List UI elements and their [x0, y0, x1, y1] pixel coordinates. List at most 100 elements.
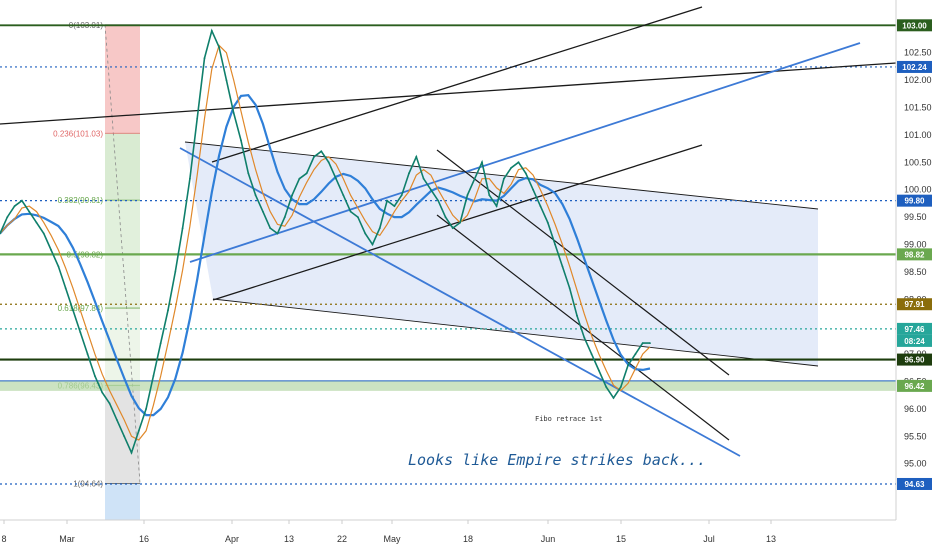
trend-line-0 — [0, 62, 897, 125]
price-point-76 — [554, 243, 556, 246]
price-point-14 — [101, 391, 104, 394]
price-point-59 — [430, 188, 432, 191]
price-point-5 — [35, 221, 38, 224]
price-point-9 — [64, 287, 67, 290]
price-point-25 — [181, 227, 184, 230]
moving-average-slow — [0, 94, 651, 417]
price-tag-3: 98.82 — [904, 250, 925, 259]
trend-line-1 — [211, 6, 703, 163]
price-point-64 — [466, 194, 469, 197]
price-tag-bg-6 — [897, 353, 932, 366]
price-point-32 — [232, 112, 235, 114]
fib-label-6: 1(94.64) — [73, 479, 103, 488]
price-point-87 — [634, 353, 637, 355]
y-tick-label-10: 100.00 — [904, 185, 932, 195]
price-point-16 — [116, 419, 118, 421]
price-point-46 — [335, 177, 337, 180]
x-tick-label-4: 13 — [284, 534, 294, 544]
trend-line-6 — [436, 214, 730, 441]
price-point-67 — [488, 194, 491, 197]
price-point-33 — [240, 139, 242, 142]
price-point-26 — [189, 177, 191, 180]
price-point-71 — [517, 161, 520, 164]
price-point-55 — [400, 194, 403, 197]
price-point-54 — [393, 205, 396, 208]
price-point-37 — [269, 227, 272, 230]
price-point-70 — [510, 166, 513, 169]
price-point-53 — [386, 199, 388, 202]
channel-top-line — [184, 141, 819, 210]
fib-label-1: 0.236(101.03) — [53, 129, 103, 138]
price-point-39 — [283, 216, 286, 219]
price-point-57 — [415, 155, 418, 158]
price-point-1 — [6, 216, 9, 219]
time-tag: 08:24 — [904, 337, 925, 346]
price-point-56 — [408, 172, 410, 175]
price-point-69 — [503, 177, 505, 180]
price-point-74 — [539, 205, 542, 208]
x-tick-label-2: 16 — [139, 534, 149, 544]
price-tag-bg-3 — [897, 248, 932, 261]
price-tag-bg-5 — [897, 322, 932, 335]
y-tick-label-13: 101.50 — [904, 103, 932, 113]
annotation-fibo: Fibo retrace 1st — [535, 415, 602, 423]
price-point-61 — [444, 216, 447, 219]
price-point-4 — [28, 210, 31, 213]
price-tag-7: 96.42 — [904, 382, 925, 391]
y-tick-label-2: 96.00 — [904, 404, 927, 414]
price-tag-1: 102.24 — [902, 63, 927, 72]
price-point-63 — [459, 221, 461, 224]
price-point-13 — [94, 375, 96, 377]
y-tick-label-1: 95.50 — [904, 431, 927, 441]
price-tag-bg-4 — [897, 298, 932, 311]
price-point-21 — [152, 375, 155, 377]
price-point-3 — [21, 199, 23, 202]
price-point-19 — [137, 429, 140, 432]
price-point-30 — [218, 46, 221, 49]
price-point-58 — [422, 177, 425, 180]
price-point-11 — [79, 331, 82, 334]
price-point-41 — [298, 177, 301, 180]
price-point-34 — [247, 172, 250, 175]
price-point-72 — [524, 172, 527, 175]
price-tag-bg-7 — [897, 379, 932, 392]
time-tag-bg — [897, 334, 932, 347]
price-point-27 — [196, 117, 199, 120]
price-point-24 — [174, 271, 177, 273]
price-point-65 — [473, 177, 476, 180]
x-tick-label-5: 22 — [337, 534, 347, 544]
price-point-43 — [313, 155, 315, 158]
price-point-31 — [225, 79, 228, 81]
y-tick-label-8: 99.00 — [904, 240, 927, 250]
y-tick-label-14: 102.00 — [904, 75, 932, 85]
price-point-62 — [451, 227, 454, 230]
price-point-17 — [123, 435, 126, 438]
price-point-18 — [130, 451, 133, 454]
price-point-51 — [371, 243, 374, 246]
x-tick-label-8: Jun — [541, 534, 556, 544]
price-point-36 — [262, 210, 264, 213]
price-point-78 — [568, 287, 571, 290]
trend-line-2 — [212, 144, 703, 301]
price-point-15 — [108, 402, 111, 405]
price-point-81 — [590, 353, 593, 355]
y-tick-label-15: 102.50 — [904, 48, 932, 58]
y-tick-label-0: 95.00 — [904, 459, 927, 469]
price-point-75 — [546, 221, 549, 224]
x-tick-label-7: 18 — [463, 534, 473, 544]
price-point-48 — [349, 210, 352, 213]
y-tick-label-11: 100.50 — [904, 157, 932, 167]
x-tick-label-10: Jul — [703, 534, 715, 544]
x-tick-label-11: 13 — [766, 534, 776, 544]
price-tag-bg-2 — [897, 194, 932, 207]
fib-label-4: 0.618(97.84) — [58, 304, 104, 313]
price-tag-2: 99.80 — [904, 197, 925, 206]
price-point-20 — [145, 408, 148, 410]
price-point-88 — [641, 342, 644, 344]
x-tick-label-9: 15 — [616, 534, 626, 544]
price-point-40 — [291, 194, 293, 197]
price-point-23 — [167, 309, 169, 312]
trend-line-3 — [189, 42, 861, 263]
price-point-50 — [364, 232, 367, 235]
